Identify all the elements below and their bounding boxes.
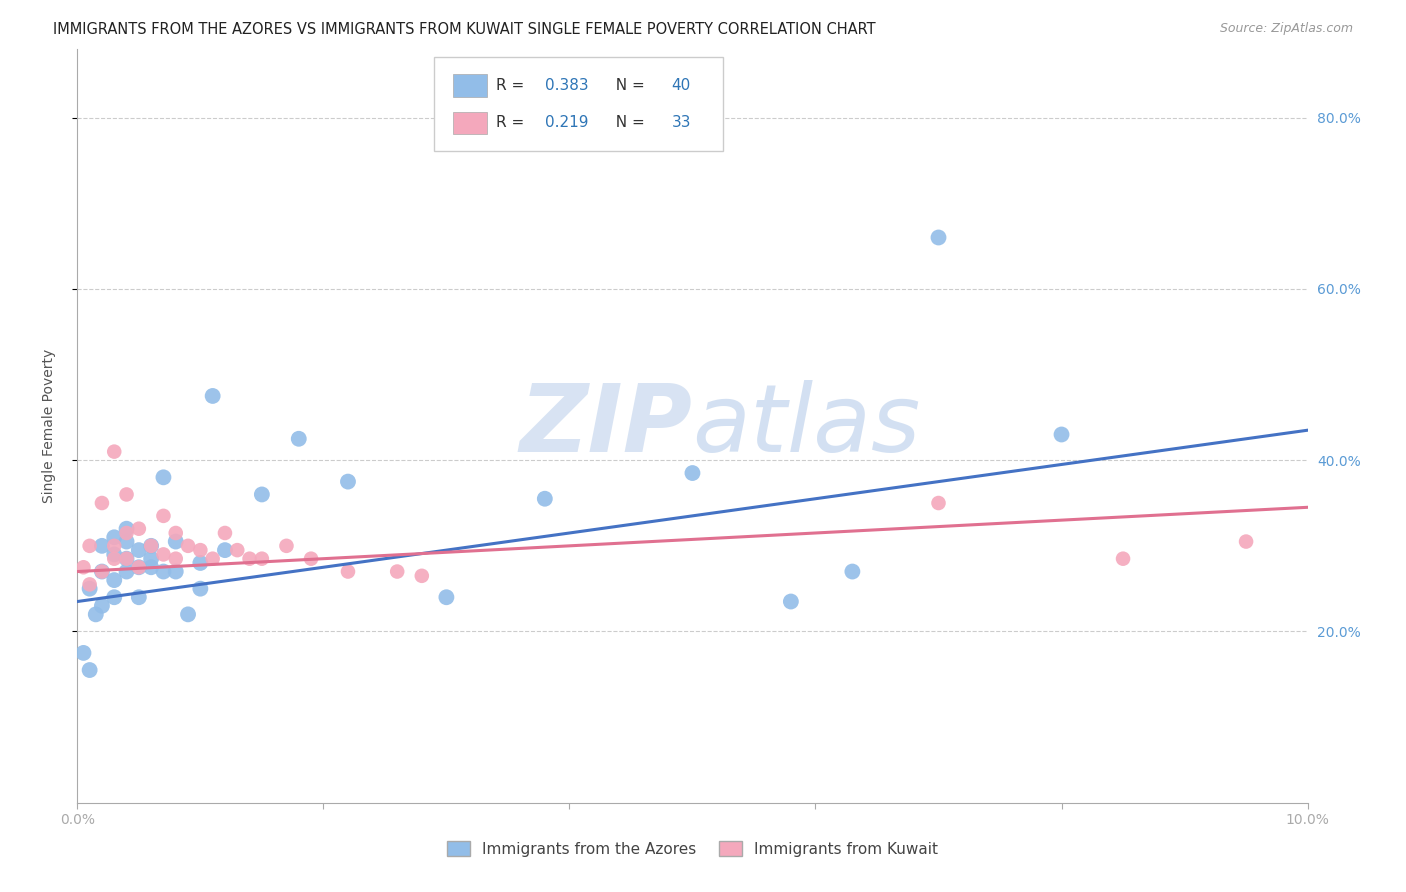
Point (177, 539, 200, 553)
Text: IMMIGRANTS FROM THE AZORES VS IMMIGRANTS FROM KUWAIT SINGLE FEMALE POVERTY CORRE: IMMIGRANTS FROM THE AZORES VS IMMIGRANTS… (53, 22, 876, 37)
Point (141, 539, 163, 553)
Point (103, 551, 125, 566)
Point (128, 543, 150, 558)
Point (177, 607, 200, 622)
Text: N =: N = (606, 115, 650, 130)
Point (128, 591, 150, 605)
Legend: Immigrants from the Azores, Immigrants from Kuwait: Immigrants from the Azores, Immigrants f… (440, 835, 945, 863)
Point (115, 565, 138, 579)
Point (141, 551, 163, 566)
Point (72, 646, 94, 660)
Point (299, 551, 322, 566)
Point (165, 534, 187, 549)
Point (1050, 427, 1073, 442)
Y-axis label: Single Female Poverty: Single Female Poverty (42, 349, 56, 503)
Point (188, 543, 212, 558)
Point (1234, 534, 1257, 549)
Point (165, 526, 187, 541)
Point (103, 444, 125, 458)
Point (90, 599, 114, 613)
Text: N =: N = (606, 78, 650, 93)
Point (165, 551, 187, 566)
Point (79, 577, 101, 591)
Point (115, 522, 138, 536)
Text: R =: R = (496, 78, 529, 93)
Point (214, 543, 236, 558)
Point (115, 551, 138, 566)
Point (239, 551, 262, 566)
Point (115, 526, 138, 541)
Point (103, 548, 125, 562)
Point (90, 565, 114, 579)
Point (141, 539, 163, 553)
Point (337, 565, 360, 579)
Point (103, 591, 125, 605)
Point (90, 539, 114, 553)
Point (385, 565, 409, 579)
FancyBboxPatch shape (453, 74, 486, 96)
Point (152, 508, 174, 523)
Point (152, 565, 174, 579)
Point (79, 663, 101, 677)
Point (411, 569, 433, 583)
Point (152, 470, 174, 484)
Point (534, 491, 557, 506)
FancyBboxPatch shape (434, 56, 723, 151)
Point (288, 432, 311, 446)
Point (79, 539, 101, 553)
Point (201, 551, 224, 566)
Point (90, 496, 114, 510)
Point (214, 526, 236, 541)
Point (79, 582, 101, 596)
Point (436, 591, 458, 605)
Point (337, 475, 360, 489)
Point (1112, 551, 1135, 566)
Point (201, 389, 224, 403)
Point (188, 556, 212, 570)
Point (115, 534, 138, 549)
Point (115, 487, 138, 501)
Point (103, 573, 125, 587)
Point (152, 548, 174, 562)
Point (128, 560, 150, 574)
Point (90, 565, 114, 579)
Point (188, 582, 212, 596)
Point (928, 496, 950, 510)
Point (128, 560, 150, 574)
Point (141, 560, 163, 574)
Text: atlas: atlas (693, 380, 921, 472)
Point (682, 466, 704, 480)
Point (841, 565, 863, 579)
Text: R =: R = (496, 115, 529, 130)
Point (115, 551, 138, 566)
Point (250, 487, 273, 501)
Text: 0.383: 0.383 (546, 78, 589, 93)
Point (84, 607, 107, 622)
Point (72, 560, 94, 574)
FancyBboxPatch shape (453, 112, 486, 134)
Point (780, 594, 803, 608)
Text: 40: 40 (672, 78, 690, 93)
Point (165, 565, 187, 579)
Point (103, 530, 125, 544)
Point (276, 539, 298, 553)
Point (103, 539, 125, 553)
Point (250, 551, 273, 566)
Text: ZIP: ZIP (520, 380, 693, 472)
Text: Source: ZipAtlas.com: Source: ZipAtlas.com (1219, 22, 1353, 36)
Point (928, 230, 950, 244)
Point (226, 543, 249, 558)
Text: 0.219: 0.219 (546, 115, 588, 130)
Text: 33: 33 (672, 115, 690, 130)
Point (128, 522, 150, 536)
